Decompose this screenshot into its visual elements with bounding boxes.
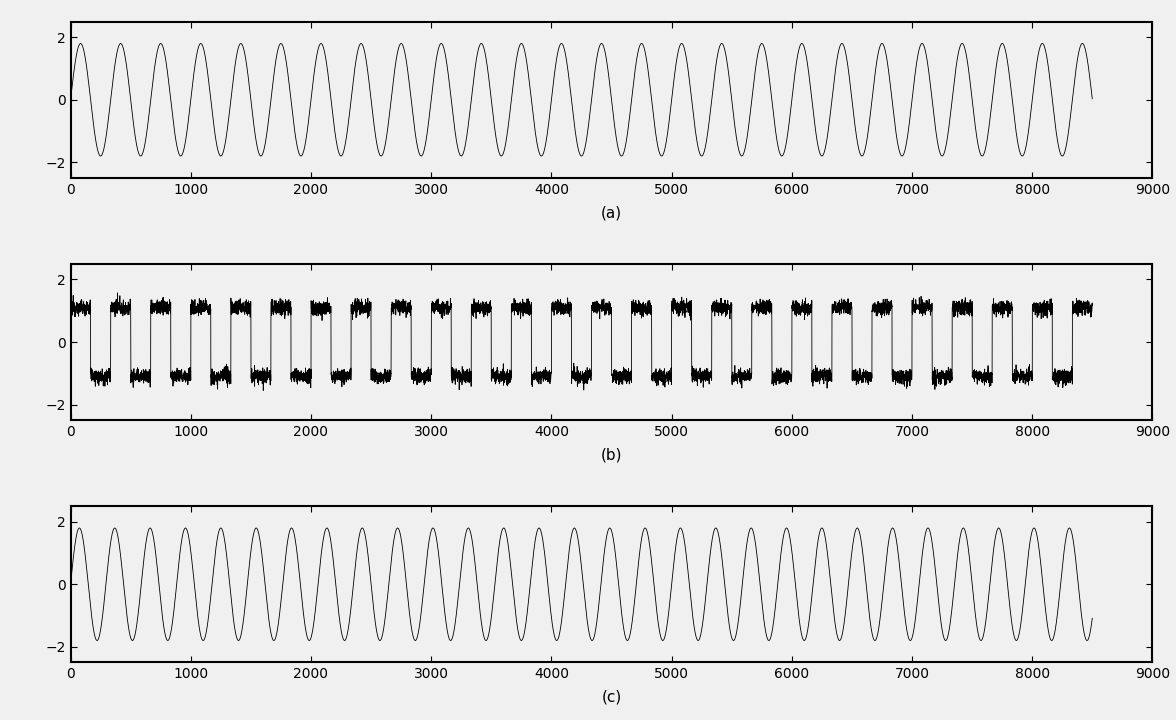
X-axis label: (c): (c) — [601, 690, 622, 705]
X-axis label: (a): (a) — [601, 205, 622, 220]
X-axis label: (b): (b) — [601, 447, 622, 462]
